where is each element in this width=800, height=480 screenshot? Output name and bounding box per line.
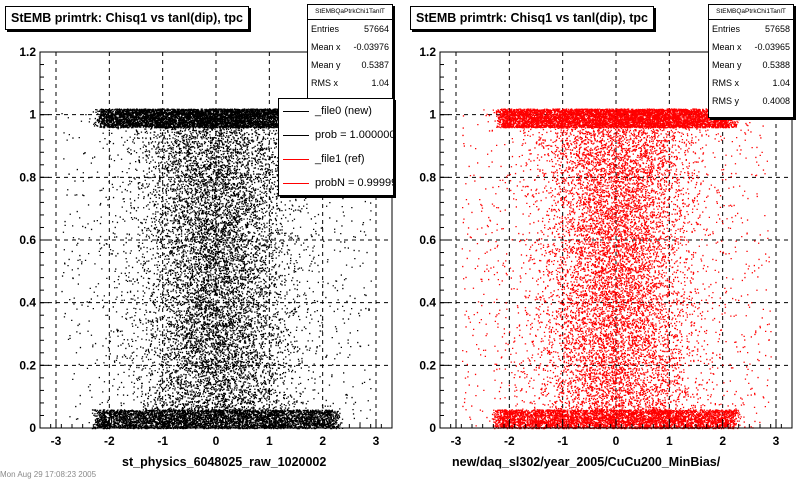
left-axis-ticks: -3 -2 -1 0 1 2 3 0 0.2 0.4 0.6 0.8 1 1.2	[19, 45, 393, 448]
y-tick-label: 0.6	[419, 233, 436, 247]
y-tick-label: 0.2	[419, 358, 436, 372]
legend-entry-file0: _file0 (new)	[279, 99, 393, 123]
y-tick-label: 0.8	[19, 170, 36, 184]
legend-line-red	[283, 158, 309, 160]
x-tick-label: 3	[773, 434, 780, 448]
right-stats-meany: Mean y 0.5388	[709, 56, 793, 74]
legend-entry-file1: _file1 (ref)	[279, 147, 393, 171]
stats-label: Mean y	[712, 60, 742, 70]
x-tick-label: 3	[373, 434, 380, 448]
x-tick-label: -1	[157, 434, 168, 448]
left-x-axis-title: st_physics_6048025_raw_1020002	[122, 455, 327, 469]
stats-value: 57658	[764, 24, 790, 34]
y-tick-label: 0.4	[19, 296, 36, 310]
legend-entry-prob: prob = 1.000000	[279, 123, 393, 147]
y-tick-label: 0.8	[419, 170, 436, 184]
left-plot-panel: -3 -2 -1 0 1 2 3 0 0.2 0.4 0.6 0.8 1 1.2 StEMB primtr…	[0, 4, 394, 479]
x-tick-label: -2	[104, 434, 115, 448]
legend-label: prob = 1.000000	[315, 129, 394, 141]
x-tick-label: -2	[504, 434, 515, 448]
x-tick-label: 2	[719, 434, 726, 448]
legend-label: probN = 0.999990	[315, 177, 393, 189]
right-axis-ticks: -3 -2 -1 0 1 2 3 0 0.2 0.4 0.6 0.8 1 1.2	[419, 45, 793, 448]
right-x-axis-title: new/daq_sl302/year_2005/CuCu200_MinBias/	[452, 455, 721, 469]
stats-value: 57664	[363, 24, 389, 34]
y-tick-label: 1	[429, 108, 436, 122]
x-tick-label: 1	[666, 434, 673, 448]
left-stats-rmsx: RMS x 1.04	[308, 74, 392, 92]
y-tick-label: 0.4	[419, 296, 436, 310]
y-tick-label: 1.2	[19, 45, 36, 59]
x-tick-label: 2	[319, 434, 326, 448]
y-tick-label: 0	[429, 421, 436, 435]
left-stats-meanx: Mean x -0.03976	[308, 38, 392, 56]
right-stats-rmsy: RMS y 0.4008	[709, 92, 793, 110]
right-stats-meanx: Mean x -0.03965	[709, 38, 793, 56]
stats-value: -0.03976	[353, 42, 389, 52]
x-tick-label: -3	[51, 434, 62, 448]
stats-value: 1.04	[772, 78, 790, 88]
x-tick-label: 0	[613, 434, 620, 448]
stats-label: Entries	[311, 24, 340, 34]
right-stats-entries: Entries 57658	[709, 20, 793, 38]
right-stats-name: StEMBQaPtrkChi1TanlT	[709, 5, 793, 20]
scatter-markers	[461, 108, 772, 430]
y-tick-label: 0	[29, 421, 36, 435]
stats-label: RMS x	[311, 78, 338, 88]
left-plot-title: StEMB primtrk: Chisq1 vs tanl(dip), tpc	[5, 6, 249, 30]
stats-label: RMS x	[712, 78, 739, 88]
legend-line-black	[283, 110, 309, 112]
stats-label: RMS y	[712, 96, 739, 106]
legend-line-red	[283, 182, 309, 184]
x-tick-label: -3	[451, 434, 462, 448]
right-plot-panel: -3 -2 -1 0 1 2 3 0 0.2 0.4 0.6 0.8 1 1.2 StEMB primtr…	[400, 0, 800, 480]
stats-label: Mean x	[311, 42, 341, 52]
x-tick-label: 0	[213, 434, 220, 448]
stats-value: 0.4008	[762, 96, 790, 106]
legend-entry-probn: probN = 0.999990	[279, 171, 393, 195]
stats-value: -0.03965	[754, 42, 790, 52]
right-plot-title: StEMB primtrk: Chisq1 vs tanl(dip), tpc	[410, 6, 654, 30]
legend-label: _file1 (ref)	[315, 153, 365, 165]
y-tick-label: 1	[29, 108, 36, 122]
stats-value: 1.04	[371, 78, 389, 88]
left-stats-name: StEMBQaPtrkChi1TanlT	[308, 5, 392, 20]
right-stats-box: StEMBQaPtrkChi1TanlT Entries 57658 Mean …	[708, 4, 794, 118]
left-stats-entries: Entries 57664	[308, 20, 392, 38]
y-tick-label: 0.2	[19, 358, 36, 372]
x-tick-label: -1	[557, 434, 568, 448]
footer-date: Mon Aug 29 17:08:23 2005	[0, 470, 97, 479]
y-tick-label: 1.2	[419, 45, 436, 59]
legend-box: _file0 (new) prob = 1.000000 _file1 (ref…	[278, 98, 394, 196]
stats-label: Mean y	[311, 60, 341, 70]
legend-label: _file0 (new)	[315, 105, 372, 117]
y-tick-label: 0.6	[19, 233, 36, 247]
legend-line-black	[283, 134, 309, 136]
stats-value: 0.5388	[762, 60, 790, 70]
stats-label: Mean x	[712, 42, 742, 52]
right-scatter-points	[461, 108, 772, 430]
left-stats-meany: Mean y 0.5387	[308, 56, 392, 74]
stats-label: Entries	[712, 24, 741, 34]
stats-value: 0.5387	[361, 60, 389, 70]
x-tick-label: 1	[266, 434, 273, 448]
right-stats-rmsx: RMS x 1.04	[709, 74, 793, 92]
